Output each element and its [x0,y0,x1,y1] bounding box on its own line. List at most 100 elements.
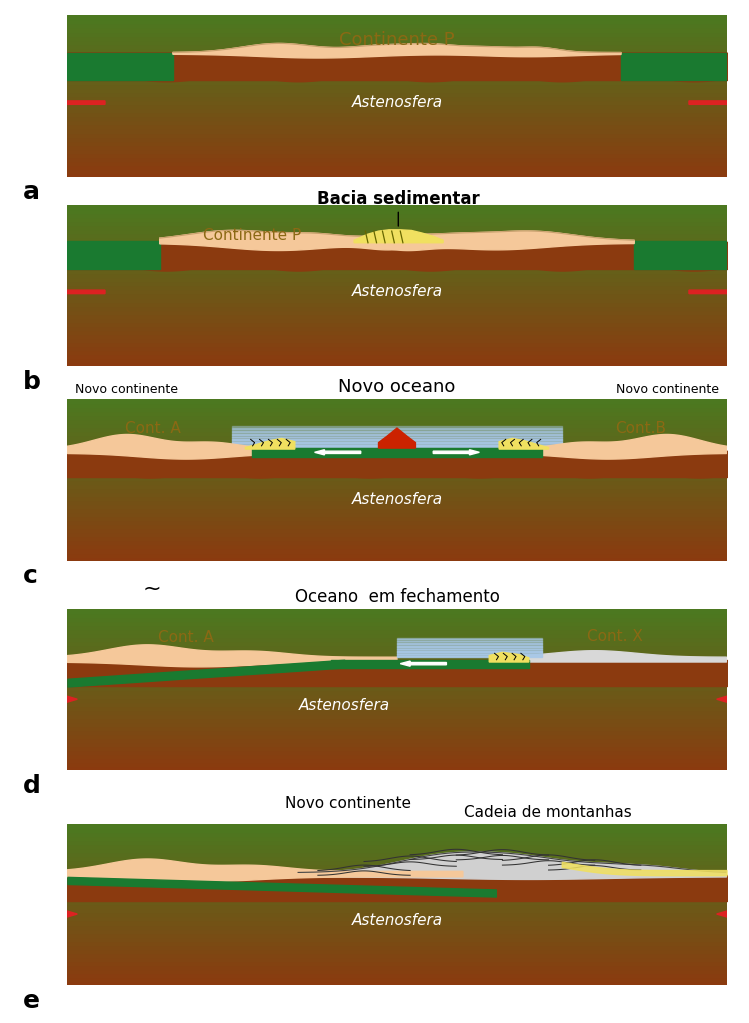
Polygon shape [67,536,727,540]
Polygon shape [67,113,727,117]
Polygon shape [67,746,727,750]
Polygon shape [499,439,548,449]
Polygon shape [67,15,727,19]
Polygon shape [67,649,727,653]
Polygon shape [67,302,727,306]
Polygon shape [354,230,443,242]
Text: Novo continente: Novo continente [616,383,719,396]
Polygon shape [67,152,727,157]
Polygon shape [67,925,727,929]
Text: Astenosfera: Astenosfera [351,492,443,506]
Text: Novo continente: Novo continente [285,796,410,811]
Polygon shape [67,726,727,730]
Polygon shape [67,884,727,888]
Polygon shape [67,913,727,917]
Text: Cont. X: Cont. X [586,629,643,643]
Polygon shape [67,557,727,561]
Polygon shape [67,714,727,718]
Text: Cadeia de montanhas: Cadeia de montanhas [464,805,632,820]
Polygon shape [67,40,727,44]
Polygon shape [67,333,727,338]
Polygon shape [67,205,727,209]
Polygon shape [67,665,727,669]
Polygon shape [67,492,727,496]
Polygon shape [67,358,727,362]
Polygon shape [67,68,727,72]
Polygon shape [67,762,727,766]
Polygon shape [67,948,727,952]
Polygon shape [67,863,727,868]
Polygon shape [67,346,727,350]
Polygon shape [67,209,727,213]
Polygon shape [67,241,727,244]
FancyArrow shape [433,450,479,455]
Polygon shape [67,24,727,28]
Polygon shape [67,718,727,722]
Polygon shape [67,504,727,508]
Text: Oceano  em fechamento: Oceano em fechamento [294,587,500,606]
Polygon shape [160,230,416,251]
Polygon shape [67,269,727,273]
Polygon shape [67,609,727,613]
Polygon shape [67,613,727,617]
Polygon shape [67,325,727,329]
Polygon shape [67,544,727,548]
Polygon shape [67,249,727,253]
Polygon shape [67,253,727,257]
FancyArrow shape [23,696,77,703]
Polygon shape [67,108,727,113]
Polygon shape [67,424,727,428]
Polygon shape [496,651,727,662]
Polygon shape [67,84,727,88]
Polygon shape [67,173,727,177]
Polygon shape [67,540,727,544]
Polygon shape [67,285,727,290]
Polygon shape [67,917,727,921]
Text: Novo oceano: Novo oceano [339,377,455,396]
Polygon shape [67,957,727,961]
Polygon shape [67,868,727,872]
Polygon shape [67,496,727,500]
Polygon shape [67,973,727,977]
Text: Cont. A: Cont. A [125,420,181,436]
Polygon shape [67,888,727,892]
Polygon shape [67,244,727,249]
Polygon shape [67,646,727,649]
Polygon shape [67,217,727,221]
Polygon shape [67,981,727,985]
Text: Cont.B: Cont.B [616,420,667,436]
FancyArrow shape [717,696,749,703]
Polygon shape [67,900,727,904]
Polygon shape [67,290,727,294]
Polygon shape [67,480,727,484]
Polygon shape [67,669,727,673]
Polygon shape [67,415,727,419]
Polygon shape [67,517,727,521]
Text: Astenosfera: Astenosfera [351,284,443,300]
Polygon shape [67,644,397,667]
Polygon shape [67,329,727,333]
Polygon shape [67,233,727,237]
Polygon shape [67,941,727,945]
Polygon shape [67,165,727,169]
Polygon shape [67,828,727,832]
Polygon shape [476,435,727,459]
Polygon shape [67,722,727,726]
Polygon shape [67,28,727,32]
Polygon shape [67,428,727,432]
Polygon shape [67,44,727,48]
Polygon shape [67,468,727,472]
Polygon shape [67,265,727,269]
Polygon shape [67,52,173,80]
Polygon shape [67,350,727,354]
Polygon shape [67,832,727,836]
Polygon shape [67,733,727,738]
Polygon shape [67,758,727,762]
Polygon shape [67,451,727,455]
Polygon shape [67,100,727,104]
Polygon shape [67,844,727,848]
Polygon shape [67,685,727,690]
Polygon shape [298,852,727,880]
Polygon shape [67,617,727,621]
FancyArrow shape [717,910,749,918]
